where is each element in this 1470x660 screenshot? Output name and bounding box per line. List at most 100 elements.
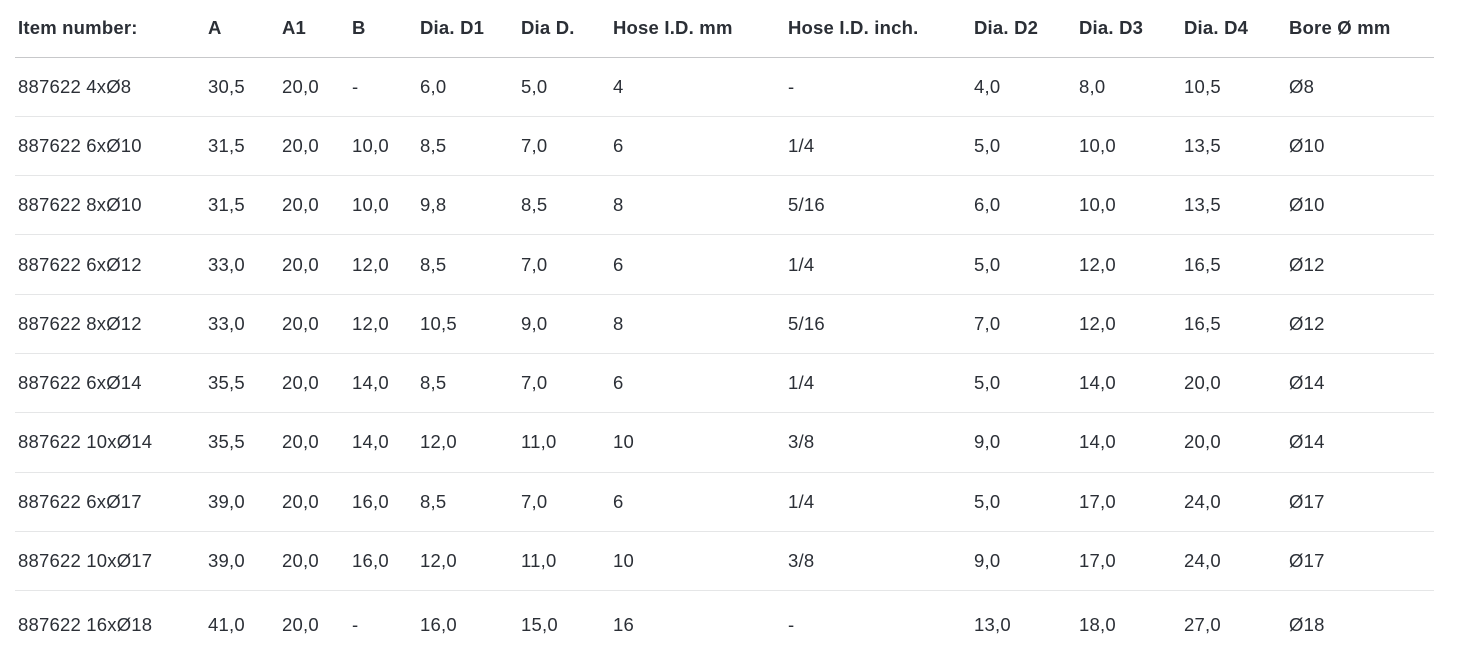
value-cell: 6	[613, 472, 788, 532]
value-cell: 39,0	[208, 531, 282, 592]
value-cell: 7,0	[521, 116, 613, 177]
column-header-b: B	[352, 0, 420, 58]
value-cell: 17,0	[1079, 531, 1184, 592]
value-cell: 10,5	[420, 294, 521, 354]
value-cell: Ø18	[1289, 614, 1325, 636]
value-cell: 8,5	[420, 472, 521, 532]
value-cell: Ø10	[1289, 175, 1434, 236]
value-cell: -	[788, 614, 795, 636]
value-cell: 6	[613, 234, 788, 295]
table-row: 887622 10xØ17 39,0 20,0 16,0 12,0 11,0 10 3/8 9,…	[15, 531, 1434, 592]
column-header-hose-id-mm: Hose I.D. mm	[613, 0, 788, 58]
value-cell: 35,5	[208, 412, 282, 473]
value-cell: 12,0	[352, 294, 420, 354]
value-cell: 20,0	[282, 614, 319, 636]
value-cell: 11,0	[521, 412, 613, 473]
table-row: 887622 8xØ10 31,5 20,0 10,0 9,8 8,5 8 5/16 6,0 10…	[15, 175, 1434, 236]
item-number-cell: 887622 10xØ17	[15, 531, 208, 592]
value-cell: 9,0	[521, 294, 613, 354]
value-cell: 39,0	[208, 472, 282, 532]
value-cell: 8,5	[420, 116, 521, 177]
value-cell: 10,0	[352, 116, 420, 177]
value-cell: 41,0	[208, 614, 245, 636]
value-cell: 7,0	[974, 294, 1079, 354]
value-cell: 12,0	[352, 234, 420, 295]
value-cell: 15,0	[521, 614, 558, 636]
value-cell: Ø14	[1289, 353, 1434, 414]
value-cell: 6,0	[974, 175, 1079, 236]
value-cell: 33,0	[208, 294, 282, 354]
value-cell: 5,0	[974, 234, 1079, 295]
value-cell: 20,0	[282, 116, 352, 177]
value-cell: 12,0	[1079, 234, 1184, 295]
value-cell: 10,0	[1079, 175, 1184, 236]
column-header-bore-mm: Bore Ø mm	[1289, 0, 1434, 58]
value-cell: 16	[613, 614, 634, 636]
value-cell: 9,0	[974, 412, 1079, 473]
item-number-cell: 887622 4xØ8	[15, 57, 208, 117]
value-cell: 1/4	[788, 234, 974, 295]
value-cell: 8,5	[420, 353, 521, 414]
value-cell: 27,0	[1184, 614, 1221, 636]
value-cell: -	[352, 614, 359, 636]
value-cell: 18,0	[1079, 614, 1116, 636]
value-cell: Ø10	[1289, 116, 1434, 177]
value-cell: 17,0	[1079, 472, 1184, 532]
value-cell: 31,5	[208, 175, 282, 236]
value-cell: 12,0	[1079, 294, 1184, 354]
value-cell: 6	[613, 353, 788, 414]
value-cell: 24,0	[1184, 531, 1289, 592]
value-cell: 10,0	[1079, 116, 1184, 177]
value-cell: 12,0	[420, 412, 521, 473]
value-cell: 1/4	[788, 472, 974, 532]
table-body: 887622 4xØ8 30,5 20,0-6,0 5,0 4-4,0 8,0 10,5 Ø8…	[15, 57, 1434, 660]
table-header: Item number: A A1 B Dia. D1 Dia D. Hose …	[15, 0, 1434, 58]
value-cell: 10,0	[352, 175, 420, 236]
item-number-cell: 887622 8xØ12	[15, 294, 208, 354]
value-cell: Ø12	[1289, 234, 1434, 295]
value-cell: 16,5	[1184, 234, 1289, 295]
value-cell: Ø17	[1289, 472, 1434, 532]
value-cell: 14,0	[352, 412, 420, 473]
value-cell: 8,5	[420, 234, 521, 295]
value-cell: 9,8	[420, 175, 521, 236]
item-number-cell: 887622 6xØ17	[15, 472, 208, 532]
value-cell: 16,0	[352, 531, 420, 592]
value-cell: 5,0	[974, 472, 1079, 532]
value-cell: 7,0	[521, 234, 613, 295]
value-cell: 20,0	[1184, 353, 1289, 414]
value-cell: 8	[613, 294, 788, 354]
value-cell: -	[352, 57, 420, 117]
value-cell: 5,0	[521, 57, 613, 117]
value-cell: 24,0	[1184, 472, 1289, 532]
table-row: 887622 8xØ12 33,0 20,0 12,0 10,5 9,0 8 5/16 7,0 1…	[15, 294, 1434, 354]
table-row: 887622 4xØ8 30,5 20,0-6,0 5,0 4-4,0 8,0 10,5 Ø8	[15, 57, 1434, 117]
value-cell: 6,0	[420, 57, 521, 117]
value-cell: 13,5	[1184, 116, 1289, 177]
value-cell: 8	[613, 175, 788, 236]
value-cell: 1/4	[788, 353, 974, 414]
column-header-a1: A1	[282, 0, 352, 58]
value-cell: 1/4	[788, 116, 974, 177]
column-header-dia-d1: Dia. D1	[420, 0, 521, 58]
column-header-dia-d3: Dia. D3	[1079, 0, 1184, 58]
value-cell: 20,0	[282, 472, 352, 532]
value-cell: 9,0	[974, 531, 1079, 592]
table-row: 887622 6xØ17 39,0 20,0 16,0 8,5 7,0 6 1/4 5,0 17,…	[15, 472, 1434, 532]
value-cell: 3/8	[788, 531, 974, 592]
value-cell: 13,5	[1184, 175, 1289, 236]
value-cell: 4	[613, 57, 788, 117]
value-cell: 5,0	[974, 116, 1079, 177]
value-cell: 14,0	[1079, 412, 1184, 473]
value-cell: 3/8	[788, 412, 974, 473]
table-header-row: Item number: A A1 B Dia. D1 Dia D. Hose …	[15, 0, 1434, 58]
column-header-dia-d: Dia D.	[521, 0, 613, 58]
value-cell: 4,0	[974, 57, 1079, 117]
item-number-cell: 887622 8xØ10	[15, 175, 208, 236]
table-row: 887622 10xØ14 35,5 20,0 14,0 12,0 11,0 10 3/8 9,…	[15, 412, 1434, 473]
value-cell: 20,0	[282, 353, 352, 414]
value-cell: 20,0	[282, 57, 352, 117]
value-cell: 14,0	[352, 353, 420, 414]
value-cell: 5/16	[788, 294, 974, 354]
value-cell: 16,5	[1184, 294, 1289, 354]
